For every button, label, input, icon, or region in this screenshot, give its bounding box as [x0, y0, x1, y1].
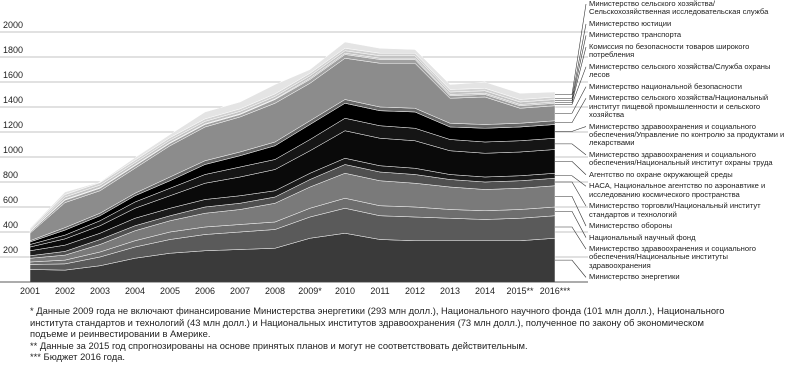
- footnote: ** Данные за 2015 год спрогнозированы на…: [30, 339, 528, 351]
- leader-line: [555, 126, 587, 132]
- x-tick-label: 2002: [55, 286, 75, 296]
- leader-line: [555, 161, 587, 175]
- y-tick-label: 200: [3, 245, 18, 255]
- chart: 200 400 600 800 1000 1200 1400 1600 1800 2000 2001…: [0, 3, 588, 296]
- x-tick-label: 2003: [90, 286, 110, 296]
- y-tick-label: 1400: [3, 95, 23, 105]
- y-tick-label: 1200: [3, 120, 23, 130]
- legend-entry: НАСА, Национальное агентство по аэронавт…: [589, 181, 766, 199]
- legend-entry: Министерство транспорта: [589, 30, 682, 40]
- footnotes: * Данные 2009 года не включают финансиро…: [30, 305, 730, 363]
- x-tick-label: 2010: [335, 286, 355, 296]
- leader-line: [555, 143, 587, 156]
- y-tick-label: 400: [3, 220, 18, 230]
- y-tick-label: 600: [3, 195, 18, 205]
- leader-line: [555, 196, 587, 227]
- leader-line: [555, 46, 587, 103]
- legend-entry: Национальный научный фонд: [589, 232, 696, 242]
- legend-entry: Комиссия по безопасности товаров широког…: [589, 41, 750, 60]
- y-tick-label: 800: [3, 170, 18, 180]
- x-tick-label: 2001: [20, 286, 40, 296]
- legend-entry: Министерство национальной безопасности: [589, 81, 743, 91]
- x-tick-label: 2012: [405, 286, 425, 296]
- leader-line: [555, 66, 587, 105]
- legend-entry: Министерство здравоохранения и социально…: [589, 244, 756, 270]
- legend-entry: Министерство здравоохранения и социально…: [589, 149, 773, 168]
- legend: Министерство сельского хозяйства/Сельско…: [589, 0, 787, 282]
- legend-entry: Министерство сельского хозяйства/Служба …: [589, 61, 771, 80]
- x-tick-label: 2011: [370, 286, 389, 296]
- leader-line: [555, 211, 587, 238]
- x-tick-label: 2009*: [298, 286, 322, 296]
- y-tick-label: 1000: [3, 145, 23, 155]
- x-tick-label: 2015**: [506, 286, 534, 296]
- y-tick-label: 2000: [3, 20, 23, 30]
- x-tick-label: 2008: [265, 286, 285, 296]
- y-tick-label: 1600: [3, 70, 23, 80]
- legend-entry: Министерство торговли/Национальный инсти…: [589, 201, 761, 219]
- leader-line: [555, 3, 587, 95]
- x-tick-label: 2014: [475, 286, 495, 296]
- legend-entry: Министерство обороны: [589, 221, 673, 231]
- legend-entry: Министерство сельского хозяйства/Национа…: [589, 93, 769, 120]
- legend-entry: Агентство по охране окружающей среды: [589, 169, 733, 179]
- legend-entry: Министерство здравоохранения и социально…: [589, 121, 785, 148]
- leader-line: [555, 23, 587, 99]
- y-tick-label: 1800: [3, 45, 23, 55]
- legend-entry: Министерство сельского хозяйства/Сельско…: [589, 0, 769, 17]
- leader-line: [555, 226, 587, 250]
- legend-entry: Министерство энергетики: [589, 272, 680, 282]
- leader-line: [555, 175, 587, 187]
- x-tick-label: 2013: [440, 286, 460, 296]
- footnote: *** Бюджет 2016 года.: [30, 351, 126, 362]
- x-tick-label: 2006: [195, 286, 215, 296]
- leader-line: [555, 181, 587, 207]
- footnote: * Данные 2009 года не включают финансиро…: [30, 305, 725, 339]
- legend-entry: Министерство юстиции: [589, 18, 672, 28]
- area: [29, 41, 556, 230]
- x-tick-label: 2005: [160, 286, 180, 296]
- leader-line: [555, 35, 587, 102]
- x-tick-label: 2007: [230, 286, 250, 296]
- leader-line: [555, 98, 587, 123]
- leader-line: [555, 259, 587, 278]
- leader-line: [555, 86, 587, 114]
- x-tick-label: 2016***: [540, 286, 571, 296]
- x-tick-label: 2004: [125, 286, 145, 296]
